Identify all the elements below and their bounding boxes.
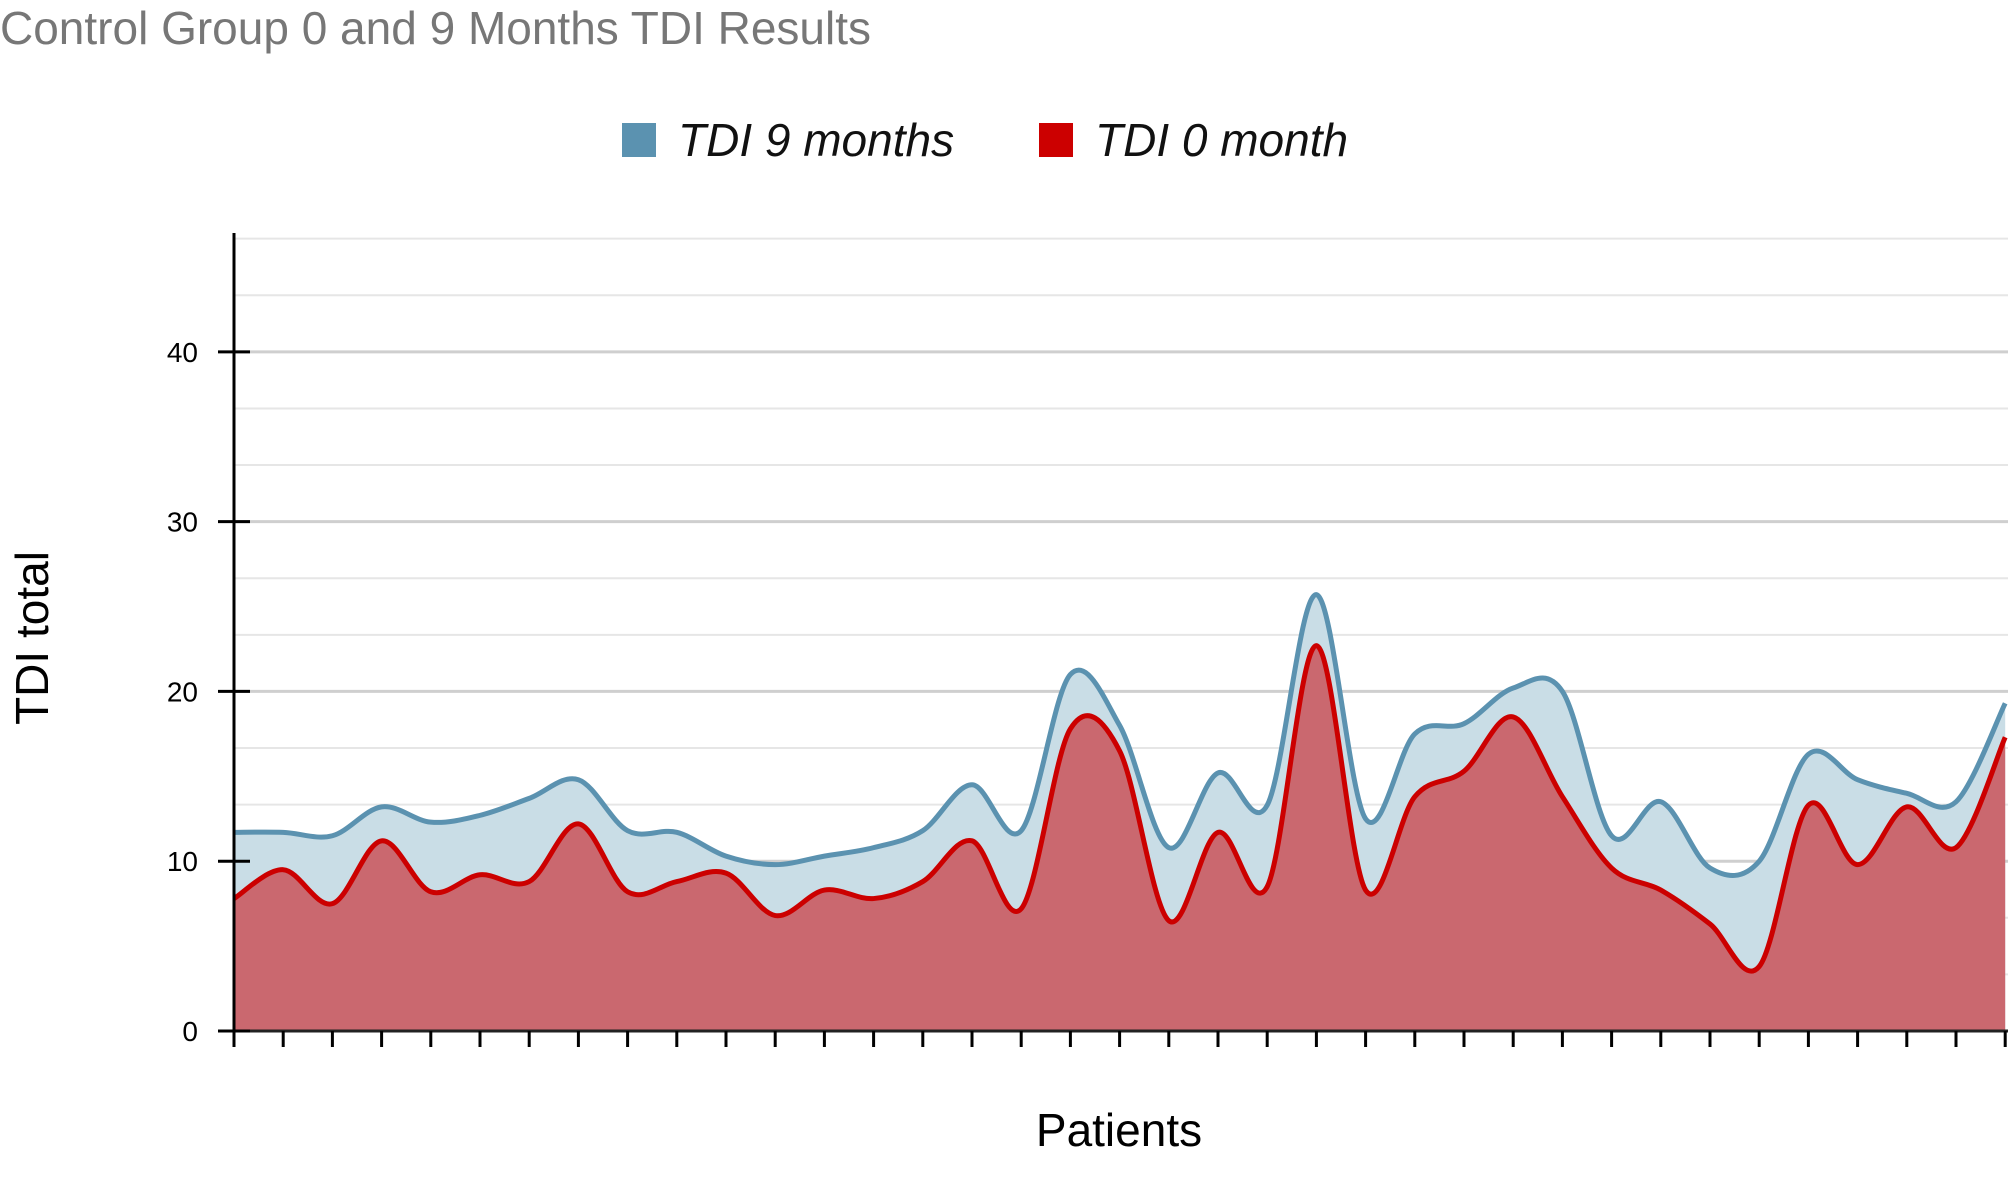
data-point-tdi-0-month-8	[575, 821, 581, 827]
data-point-tdi-0-month-20	[1166, 918, 1172, 924]
data-point-tdi-9-months-29	[1609, 833, 1615, 839]
data-point-tdi-0-month-16	[969, 838, 975, 844]
data-point-tdi-0-month-22	[1264, 884, 1270, 890]
data-point-tdi-0-month-29	[1609, 865, 1615, 871]
data-point-tdi-9-months-11	[723, 853, 729, 859]
data-point-tdi-0-month-9	[625, 889, 631, 895]
data-point-tdi-0-month-12	[772, 913, 778, 919]
legend-item-tdi-9-months: TDI 9 months	[622, 110, 954, 170]
data-point-tdi-9-months-30	[1658, 799, 1664, 805]
data-point-tdi-0-month-23	[1313, 643, 1319, 649]
area-fill-tdi-0-month	[234, 645, 2006, 1031]
legend: TDI 9 months TDI 0 month	[0, 110, 2008, 170]
data-point-tdi-9-months-28	[1559, 688, 1565, 694]
data-point-tdi-9-months-8	[575, 777, 581, 783]
data-point-tdi-0-month-17	[1018, 906, 1024, 912]
data-point-tdi-0-month-26	[1461, 768, 1467, 774]
data-point-tdi-9-months-7	[526, 795, 532, 801]
data-point-tdi-9-months-16	[969, 782, 975, 788]
legend-label-tdi-9-months: TDI 9 months	[678, 114, 955, 166]
data-point-tdi-9-months-12	[772, 862, 778, 868]
legend-swatch-tdi-9-months	[622, 123, 656, 157]
data-point-tdi-0-month-35	[1904, 804, 1910, 810]
data-point-tdi-0-month-5	[428, 889, 434, 895]
data-point-tdi-0-month-27	[1510, 714, 1516, 720]
data-point-tdi-9-months-19	[1117, 722, 1123, 728]
data-point-tdi-0-month-24	[1363, 887, 1369, 893]
data-point-tdi-0-month-7	[526, 879, 532, 885]
y-tick-label: 30	[167, 507, 198, 538]
chart-title: Control Group 0 and 9 Months TDI Results	[0, 2, 872, 54]
data-point-tdi-0-month-6	[477, 872, 483, 878]
legend-label-tdi-0-month: TDI 0 month	[1095, 114, 1349, 166]
data-point-tdi-9-months-36	[1953, 799, 1959, 805]
data-point-tdi-9-months-27	[1510, 685, 1516, 691]
data-point-tdi-0-month-10	[674, 879, 680, 885]
data-point-tdi-0-month-32	[1756, 963, 1762, 969]
data-point-tdi-0-month-36	[1953, 845, 1959, 851]
data-point-tdi-9-months-33	[1805, 751, 1811, 757]
series-line-tdi-9-months	[233, 592, 2008, 878]
data-point-tdi-9-months-5	[428, 819, 434, 825]
data-point-tdi-9-months-6	[477, 812, 483, 818]
data-point-tdi-9-months-26	[1461, 721, 1467, 727]
data-point-tdi-9-months-15	[920, 828, 926, 834]
data-point-tdi-0-month-30	[1658, 887, 1664, 893]
data-point-tdi-0-month-33	[1805, 802, 1811, 808]
x-axis-label: Patients	[1035, 1104, 1203, 1156]
data-point-tdi-9-months-25	[1412, 731, 1418, 737]
legend-swatch-tdi-0-month	[1039, 123, 1073, 157]
data-point-tdi-9-months-18	[1067, 671, 1073, 677]
area-layer	[234, 594, 2006, 1031]
data-point-tdi-0-month-28	[1559, 794, 1565, 800]
data-point-tdi-0-month-4	[379, 838, 385, 844]
data-point-tdi-0-month-25	[1412, 794, 1418, 800]
data-point-tdi-0-month-37	[2002, 734, 2008, 740]
data-point-tdi-9-months-37	[2002, 700, 2008, 706]
data-point-tdi-0-month-31	[1707, 921, 1713, 927]
data-point-tdi-0-month-15	[920, 879, 926, 885]
y-tick-label: 20	[167, 676, 198, 707]
data-point-tdi-9-months-31	[1707, 865, 1713, 871]
data-point-tdi-0-month-14	[871, 896, 877, 902]
data-point-tdi-9-months-4	[379, 804, 385, 810]
y-tick-label: 40	[167, 337, 198, 368]
y-tick-label: 0	[182, 1016, 198, 1047]
data-point-tdi-9-months-32	[1756, 858, 1762, 864]
y-tick-label: 10	[167, 846, 198, 877]
data-point-tdi-9-months-3	[329, 833, 335, 839]
data-point-tdi-9-months-14	[871, 845, 877, 851]
data-point-tdi-0-month-34	[1855, 862, 1861, 868]
data-point-tdi-0-month-18	[1067, 726, 1073, 732]
data-point-tdi-0-month-3	[329, 901, 335, 907]
data-point-tdi-9-months-21	[1215, 770, 1221, 776]
data-point-tdi-9-months-24	[1363, 816, 1369, 822]
axis-layer: 0 10 20 30 40	[167, 233, 2008, 1047]
data-point-tdi-9-months-13	[821, 853, 827, 859]
data-point-tdi-9-months-35	[1904, 790, 1910, 796]
data-point-tdi-0-month-13	[821, 887, 827, 893]
data-point-tdi-9-months-34	[1855, 777, 1861, 783]
data-point-tdi-9-months-22	[1264, 802, 1270, 808]
series-line-tdi-0-month	[232, 643, 2008, 974]
data-point-tdi-0-month-2	[280, 867, 286, 873]
data-point-tdi-0-month-21	[1215, 829, 1221, 835]
line-layer	[232, 592, 2008, 974]
data-point-tdi-9-months-2	[280, 829, 286, 835]
data-point-tdi-9-months-20	[1166, 845, 1172, 851]
data-point-tdi-9-months-10	[674, 829, 680, 835]
data-point-tdi-9-months-17	[1018, 828, 1024, 834]
data-point-tdi-9-months-23	[1313, 592, 1319, 598]
data-point-tdi-0-month-11	[723, 870, 729, 876]
legend-item-tdi-0-month: TDI 0 month	[1039, 110, 1348, 170]
data-point-tdi-9-months-9	[625, 828, 631, 834]
data-point-tdi-0-month-19	[1117, 748, 1123, 754]
